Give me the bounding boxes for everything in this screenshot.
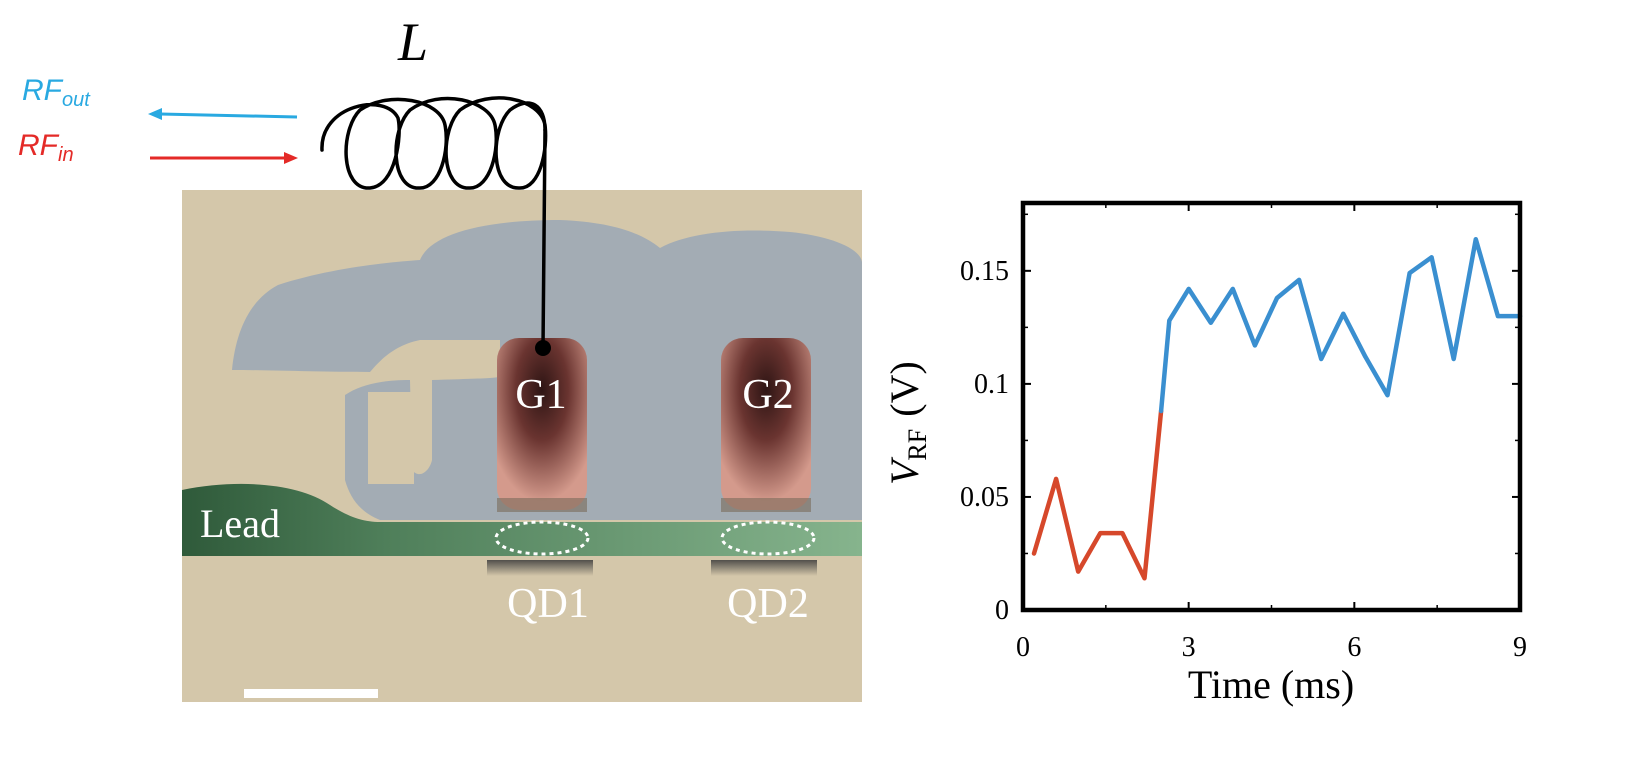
- rf-in-arrow: [150, 152, 298, 164]
- inductor-coil: [320, 96, 548, 350]
- y-tick-label: 0: [995, 595, 1009, 626]
- sem-micrograph: [182, 190, 862, 702]
- lead-label: Lead: [200, 501, 280, 546]
- scale-bar: [244, 689, 378, 698]
- quantum-dot-1-label: QD1: [507, 581, 589, 627]
- svg-text:VRF(V): VRF(V): [882, 361, 932, 485]
- inductor-label: L: [397, 12, 428, 72]
- gate-g1-label: G1: [515, 372, 566, 418]
- vrf-time-chart: 0 3 6 9 0 0.05 0.1 0.15 VRF(V) Time (ms): [882, 200, 1527, 707]
- gate-g2: [721, 338, 811, 510]
- plot-frame: [1020, 200, 1523, 613]
- svg-text:RFout: RFout: [22, 74, 91, 111]
- svg-text:RFin: RFin: [18, 129, 74, 166]
- x-tick-label: 6: [1347, 632, 1361, 663]
- y-axis-title: VRF(V): [882, 361, 932, 485]
- series-line-1: [1031, 408, 1164, 581]
- gate-g2-label: G2: [742, 372, 793, 418]
- substrate-notch: [368, 392, 414, 484]
- y-tick-label: 0.15: [960, 256, 1009, 287]
- quantum-dot-2-marker: [720, 520, 816, 556]
- y-tick-label: 0.1: [974, 369, 1009, 400]
- inductor-wire: [541, 128, 547, 350]
- lead-strip: [182, 483, 862, 556]
- x-axis-title: Time (ms): [1188, 662, 1354, 707]
- series-line-2: [1158, 236, 1523, 414]
- gate-g1-contact: [535, 340, 551, 356]
- x-tick-label: 9: [1513, 632, 1527, 663]
- rf-out-label: RFout: [22, 74, 91, 111]
- rf-in-label: RFin: [18, 129, 74, 166]
- rf-out-arrow: [148, 108, 298, 120]
- quantum-dot-2-label: QD2: [727, 581, 809, 627]
- gate-g1: [497, 338, 587, 510]
- y-tick-label: 0.05: [960, 482, 1009, 513]
- x-tick-label: 0: [1016, 632, 1030, 663]
- quantum-dot-1-marker: [494, 520, 590, 556]
- x-tick-label: 3: [1182, 632, 1196, 663]
